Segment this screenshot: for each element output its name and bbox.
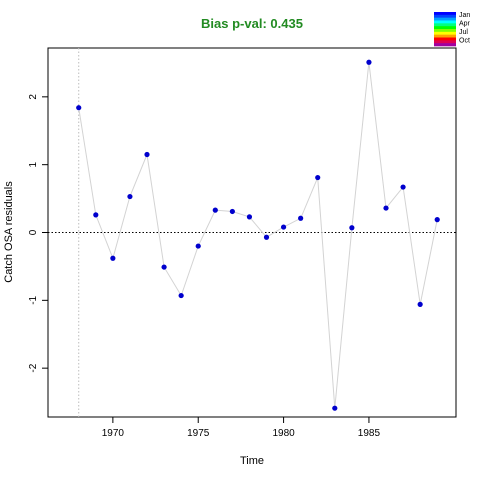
data-point: [178, 292, 184, 299]
x-tick-label: 1975: [187, 428, 210, 439]
data-point: [144, 151, 150, 158]
data-point: [383, 205, 389, 211]
x-axis-label: Time: [240, 455, 264, 467]
legend-swatch: [434, 26, 456, 30]
data-point: [161, 264, 167, 270]
y-tick-label: 0: [28, 229, 39, 235]
legend-entry: Oct: [459, 38, 470, 45]
legend-swatch: [434, 40, 456, 44]
data-point: [110, 255, 116, 261]
data-point: [76, 105, 82, 111]
data-point: [298, 215, 304, 221]
data-point: [417, 301, 423, 308]
legend-swatch: [434, 14, 456, 18]
data-point: [212, 207, 218, 213]
y-tick-label: -1: [28, 295, 39, 304]
data-point: [366, 59, 372, 65]
y-axis: -2 -1 0 1 2: [28, 94, 48, 373]
legend-swatch: [434, 23, 456, 27]
legend-entry: Jul: [459, 29, 468, 36]
y-axis-label: Catch OSA residuals: [3, 181, 15, 283]
legend-swatch: [434, 17, 456, 21]
x-axis: 1970 1975 1980 1985: [102, 417, 381, 439]
legend-swatch: [434, 20, 456, 24]
data-point: [332, 405, 338, 411]
y-tick-label: 1: [28, 161, 39, 167]
legend-swatch: [434, 12, 456, 16]
data-point: [315, 174, 321, 181]
x-tick-label: 1970: [102, 428, 125, 439]
data-point: [246, 214, 253, 220]
data-point: [127, 193, 133, 200]
legend-entry: Jan: [459, 12, 470, 19]
legend-swatch: [434, 37, 456, 41]
y-tick-label: -2: [28, 363, 39, 372]
legend-swatch: [434, 29, 456, 33]
y-tick-label: 2: [28, 94, 39, 100]
x-tick-label: 1980: [272, 428, 295, 439]
chart-title: Bias p-val: 0.435: [201, 16, 303, 31]
series-residuals: [76, 59, 440, 411]
legend-swatch: [434, 43, 456, 47]
series-line: [78, 62, 438, 409]
data-point: [280, 224, 287, 230]
data-point: [195, 243, 201, 249]
data-point: [400, 184, 406, 190]
x-tick-label: 1985: [358, 428, 381, 439]
data-point: [263, 234, 270, 240]
legend-swatch: [434, 34, 456, 38]
legend-swatch: [434, 31, 456, 35]
data-point: [434, 217, 440, 223]
reference-lines: [48, 48, 456, 417]
data-point: [349, 225, 355, 231]
data-point: [229, 208, 235, 215]
legend-entry: Apr: [459, 21, 471, 28]
data-point: [93, 212, 99, 218]
